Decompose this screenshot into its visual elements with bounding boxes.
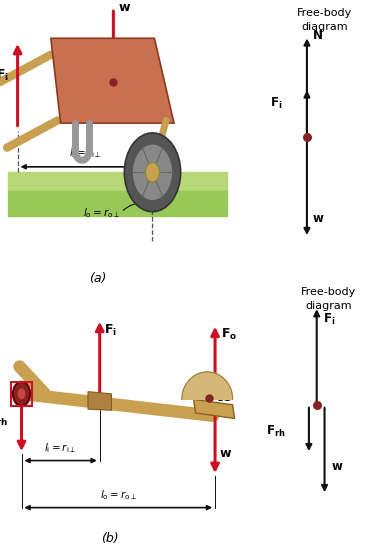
Text: CG: CG bbox=[118, 77, 134, 87]
Text: F$_\mathbf{o}$: F$_\mathbf{o}$ bbox=[221, 327, 237, 341]
Text: N: N bbox=[313, 30, 323, 42]
Circle shape bbox=[132, 144, 173, 201]
Text: F$_\mathbf{i}$: F$_\mathbf{i}$ bbox=[270, 96, 282, 110]
Circle shape bbox=[18, 388, 25, 399]
Text: F$_{\mathbf{rh}}$: F$_{\mathbf{rh}}$ bbox=[266, 424, 285, 439]
Text: CG: CG bbox=[215, 393, 231, 403]
Text: w: w bbox=[332, 461, 343, 473]
Text: F$_{\mathbf{rh}}$: F$_{\mathbf{rh}}$ bbox=[0, 413, 9, 428]
Text: Free-body
diagram: Free-body diagram bbox=[297, 8, 352, 32]
Polygon shape bbox=[88, 392, 111, 410]
Text: (b): (b) bbox=[100, 532, 118, 544]
Text: F$_\mathbf{o}$: F$_\mathbf{o}$ bbox=[132, 66, 148, 80]
Text: w: w bbox=[313, 212, 324, 224]
Text: N: N bbox=[158, 171, 169, 183]
Text: w: w bbox=[118, 1, 129, 14]
Circle shape bbox=[145, 162, 160, 182]
Polygon shape bbox=[194, 399, 235, 418]
Circle shape bbox=[13, 382, 30, 406]
Text: $l_\mathrm{o} = r_{\mathrm{o}\perp}$: $l_\mathrm{o} = r_{\mathrm{o}\perp}$ bbox=[100, 488, 137, 502]
Polygon shape bbox=[182, 372, 233, 399]
Circle shape bbox=[124, 133, 181, 212]
Text: F$_\mathbf{i}$: F$_\mathbf{i}$ bbox=[323, 312, 335, 327]
Bar bbox=[11, 382, 32, 406]
Text: $l_\mathrm{i} = r_{\mathrm{i}\perp}$: $l_\mathrm{i} = r_{\mathrm{i}\perp}$ bbox=[45, 441, 77, 455]
Text: (a): (a) bbox=[89, 272, 106, 284]
Text: F$_\mathbf{i}$: F$_\mathbf{i}$ bbox=[104, 323, 117, 337]
Text: w: w bbox=[220, 447, 231, 459]
Text: $l_\mathrm{i} = r_{\mathrm{i}\perp}$: $l_\mathrm{i} = r_{\mathrm{i}\perp}$ bbox=[69, 146, 101, 160]
Polygon shape bbox=[51, 38, 174, 123]
Text: $l_\mathrm{o} = r_{\mathrm{o}\perp}$: $l_\mathrm{o} = r_{\mathrm{o}\perp}$ bbox=[83, 206, 120, 220]
Text: Free-body
diagram: Free-body diagram bbox=[301, 287, 356, 311]
Text: F$_\mathbf{i}$: F$_\mathbf{i}$ bbox=[0, 68, 9, 83]
